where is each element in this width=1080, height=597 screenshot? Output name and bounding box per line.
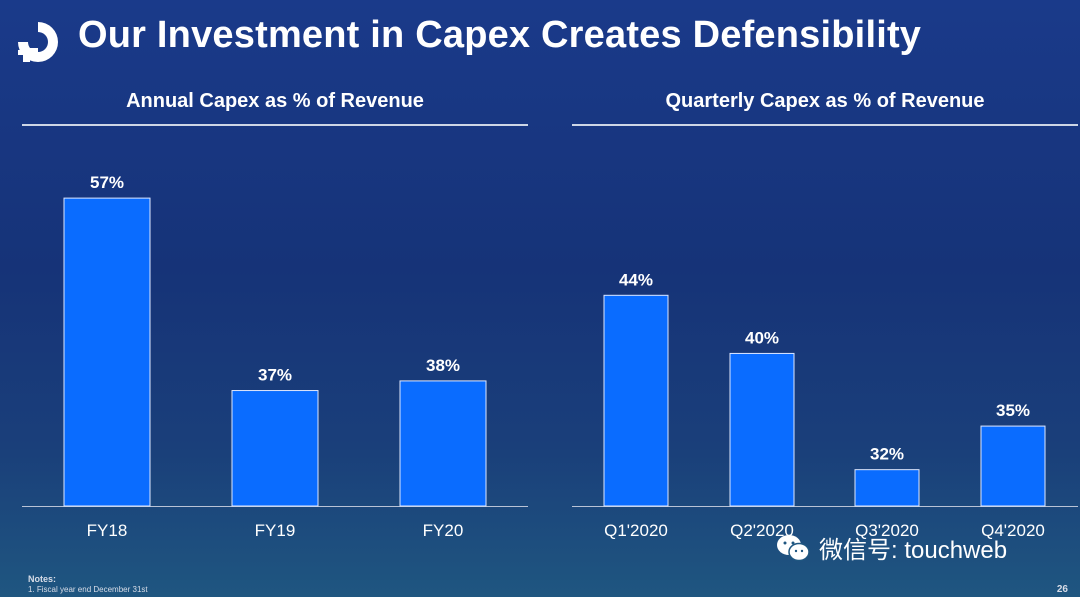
annual-baseline [22,506,528,507]
quarterly-tick-label: Q4'2020 [981,521,1045,540]
annual-data-label: 57% [90,173,124,192]
annual-chart-title: Annual Capex as % of Revenue [126,90,424,112]
annual-bar-fy20 [399,380,487,507]
quarterly-tick-label: Q2'2020 [730,521,794,540]
note-item: 1. Fiscal year end December 31st [28,585,148,594]
quarterly-tick-label: Q1'2020 [604,521,668,540]
quarterly-title-rule [572,124,1078,126]
footnotes: Notes: 1. Fiscal year end December 31st [28,574,148,595]
quarterly-baseline [572,506,1078,507]
annual-tick-label: FY20 [423,521,464,540]
wechat-watermark: 微信号: touchweb [775,530,1007,565]
annual-bar-fy18 [63,197,151,507]
quarterly-bar-q42020 [980,425,1046,507]
annual-data-label: 37% [258,366,292,385]
quarterly-data-label: 35% [996,401,1030,420]
quarterly-bar-q22020 [729,352,795,507]
annual-tick-label: FY18 [87,521,128,540]
annual-data-label: 38% [426,356,460,375]
digitalocean-logo-icon [18,22,58,62]
quarterly-data-label: 40% [745,328,779,347]
quarterly-data-label: 44% [619,270,653,289]
page-number: 26 [1056,584,1068,595]
quarterly-data-label: 32% [870,445,904,464]
annual-tick-label: FY19 [255,521,296,540]
page-title: Our Investment in Capex Creates Defensib… [78,14,922,56]
annual-title-rule [22,124,528,126]
quarterly-chart-title: Quarterly Capex as % of Revenue [665,90,985,112]
quarterly-bar-q12020 [603,294,669,507]
quarterly-bar-q32020 [854,469,920,507]
notes-heading: Notes: [28,574,57,584]
watermark-text: 微信号: touchweb [819,537,1008,564]
wechat-icon [777,534,810,561]
quarterly-tick-label: Q3'2020 [855,521,919,540]
annual-bar-fy19 [231,390,319,507]
